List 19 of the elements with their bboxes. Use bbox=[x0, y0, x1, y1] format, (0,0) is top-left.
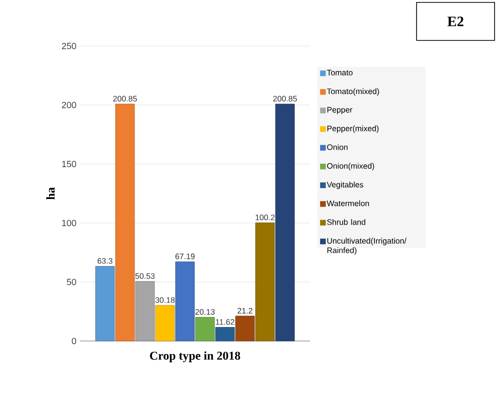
bar bbox=[235, 316, 255, 342]
y-tick-label: 250 bbox=[62, 42, 76, 50]
y-tick-label: 100 bbox=[62, 220, 76, 226]
y-tick-label: 200 bbox=[62, 102, 76, 108]
y-axis-title: ha bbox=[46, 187, 55, 200]
y-tick-label: 0 bbox=[72, 338, 76, 344]
y-tick-label: 50 bbox=[66, 278, 76, 286]
bar bbox=[155, 305, 175, 342]
bar bbox=[175, 262, 195, 342]
x-axis-title: Crop type in 2018 bbox=[150, 351, 240, 362]
bar bbox=[135, 281, 155, 342]
y-tick-label: 150 bbox=[62, 160, 76, 168]
text: E2 bbox=[447, 16, 464, 26]
bar bbox=[95, 266, 115, 342]
bar bbox=[115, 104, 135, 342]
bar bbox=[195, 317, 215, 342]
bar bbox=[255, 222, 275, 342]
bar bbox=[275, 104, 295, 342]
bar bbox=[215, 327, 235, 342]
